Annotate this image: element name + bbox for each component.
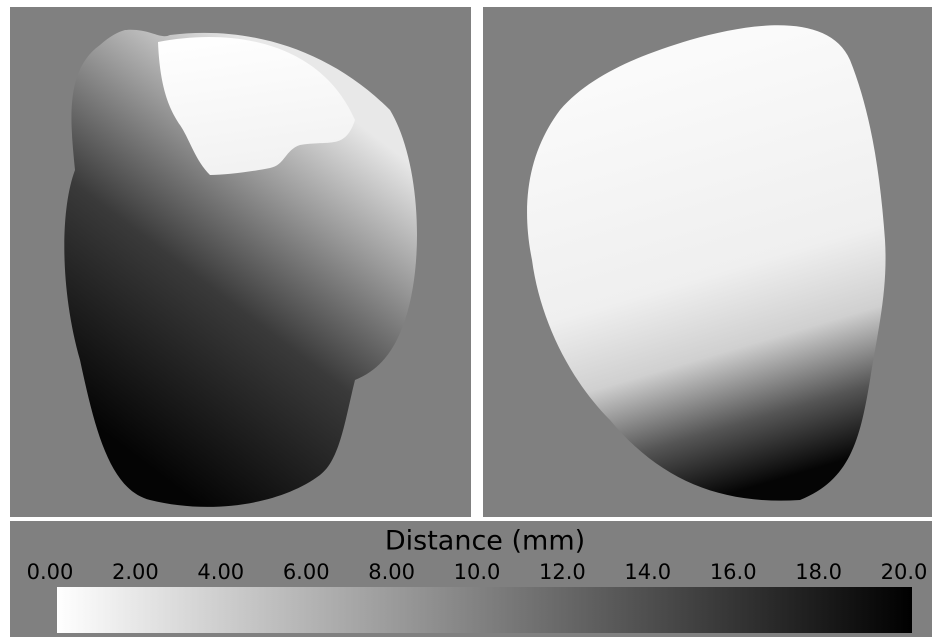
right-heart <box>527 25 886 501</box>
colorbar <box>57 587 912 633</box>
colorbar-tick-label: 10.0 <box>454 560 501 584</box>
colorbar-tick-label: 2.00 <box>112 560 159 584</box>
colorbar-tick-label: 20.0 <box>881 560 928 584</box>
left-heart-highlight <box>158 36 355 175</box>
colorbar-tick-label: 16.0 <box>710 560 757 584</box>
left-heart <box>64 29 418 507</box>
colorbar-tick-label: 12.0 <box>539 560 586 584</box>
colorbar-tick-label: 8.00 <box>368 560 415 584</box>
colorbar-tick-label: 18.0 <box>795 560 842 584</box>
colorbar-tick-label: 0.00 <box>27 560 74 584</box>
colorbar-tick-label: 6.00 <box>283 560 330 584</box>
colorbar-tick-label: 14.0 <box>624 560 671 584</box>
colorbar-title: Distance (mm) <box>385 526 585 557</box>
colorbar-tick-label: 4.00 <box>197 560 244 584</box>
